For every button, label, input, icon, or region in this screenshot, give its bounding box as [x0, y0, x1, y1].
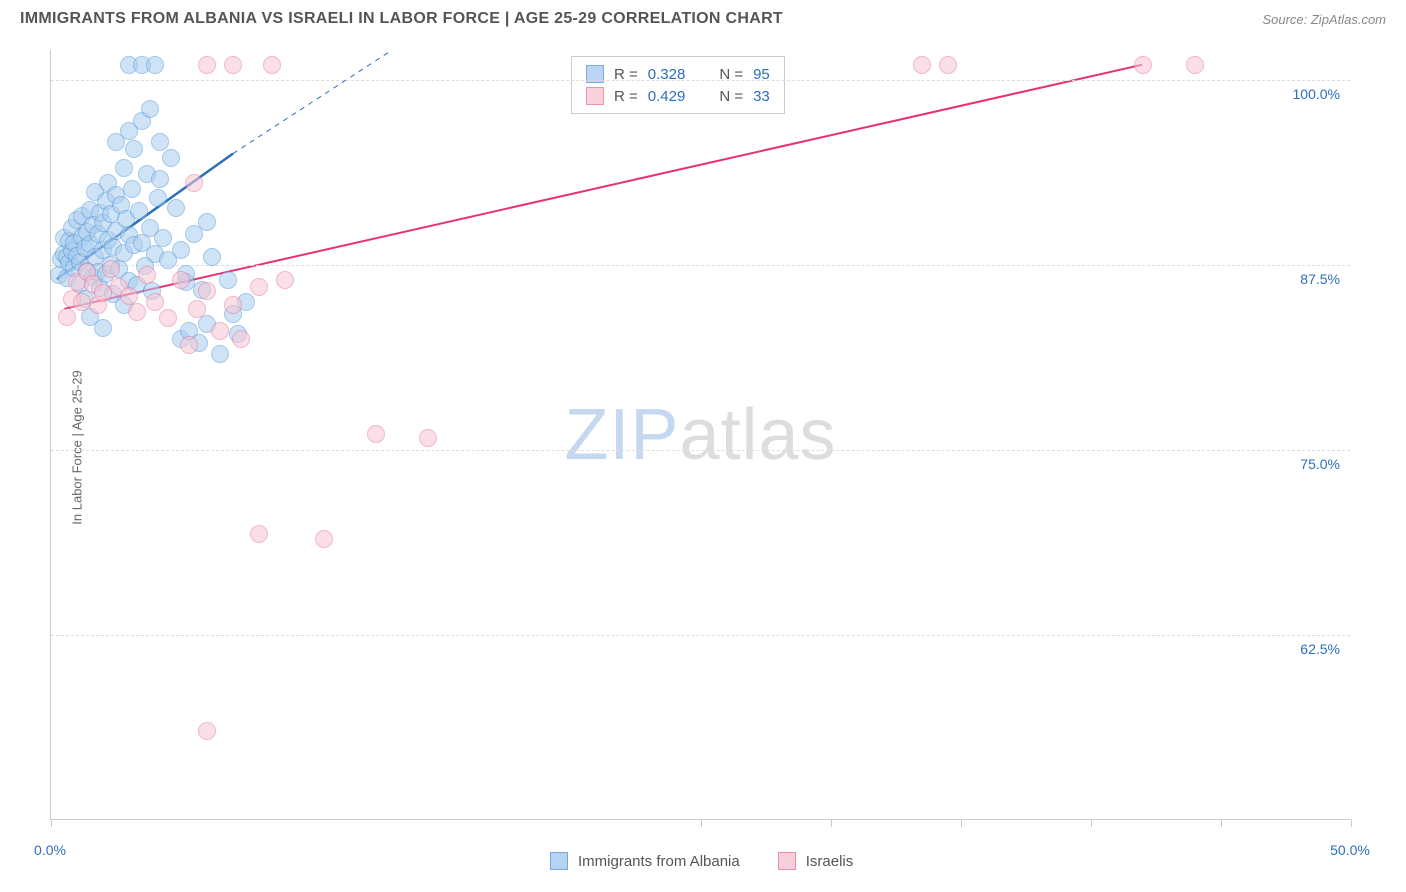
plot-area: ZIPatlas R = 0.328N = 95R = 0.429N = 33 …	[50, 50, 1350, 820]
x-tick-label: 0.0%	[34, 842, 66, 858]
data-point	[211, 345, 229, 363]
chart-header: IMMIGRANTS FROM ALBANIA VS ISRAELI IN LA…	[0, 0, 1406, 36]
data-point	[138, 266, 156, 284]
watermark-atlas: atlas	[679, 395, 836, 475]
legend-series-box: Immigrants from Albania Israelis	[550, 852, 881, 870]
data-point	[224, 296, 242, 314]
data-point	[141, 100, 159, 118]
data-point	[219, 271, 237, 289]
chart-source: Source: ZipAtlas.com	[1262, 12, 1386, 27]
y-tick-label: 62.5%	[1300, 641, 1340, 657]
legend-n-label: N =	[719, 88, 743, 105]
data-point	[419, 429, 437, 447]
chart-title: IMMIGRANTS FROM ALBANIA VS ISRAELI IN LA…	[20, 10, 783, 28]
data-point	[159, 309, 177, 327]
x-tick-mark	[1221, 819, 1222, 827]
data-point	[154, 229, 172, 247]
data-point	[180, 336, 198, 354]
legend-r-value: 0.429	[648, 88, 686, 105]
x-tick-mark	[1351, 819, 1352, 827]
data-point	[120, 287, 138, 305]
data-point	[198, 282, 216, 300]
y-tick-label: 100.0%	[1293, 86, 1340, 102]
gridline-h	[51, 80, 1350, 81]
x-tick-mark	[831, 819, 832, 827]
data-point	[263, 56, 281, 74]
watermark: ZIPatlas	[564, 394, 836, 476]
legend-swatch	[550, 852, 568, 870]
x-tick-mark	[701, 819, 702, 827]
legend-n-value: 33	[753, 88, 770, 105]
data-point	[149, 189, 167, 207]
legend-stats-box: R = 0.328N = 95 R = 0.429 N = 33	[571, 56, 785, 114]
data-point	[198, 722, 216, 740]
trend-line-dash	[233, 50, 415, 154]
data-point	[315, 530, 333, 548]
gridline-h	[51, 635, 1350, 636]
data-point	[172, 271, 190, 289]
data-point	[232, 330, 250, 348]
watermark-zip: ZIP	[564, 395, 679, 475]
data-point	[115, 159, 133, 177]
x-tick-mark	[961, 819, 962, 827]
data-point	[120, 122, 138, 140]
data-point	[128, 303, 146, 321]
data-point	[130, 202, 148, 220]
x-tick-label: 50.0%	[1330, 842, 1370, 858]
trend-lines-svg	[51, 50, 1350, 819]
data-point	[250, 525, 268, 543]
gridline-h	[51, 265, 1350, 266]
data-point	[102, 260, 120, 278]
data-point	[94, 319, 112, 337]
data-point	[151, 170, 169, 188]
data-point	[367, 425, 385, 443]
data-point	[146, 56, 164, 74]
data-point	[185, 174, 203, 192]
data-point	[211, 322, 229, 340]
y-tick-label: 87.5%	[1300, 271, 1340, 287]
data-point	[146, 293, 164, 311]
legend-swatch	[586, 87, 604, 105]
data-point	[188, 300, 206, 318]
data-point	[198, 213, 216, 231]
data-point	[125, 140, 143, 158]
data-point	[203, 248, 221, 266]
data-point	[250, 278, 268, 296]
data-point	[151, 133, 169, 151]
data-point	[162, 149, 180, 167]
data-point	[939, 56, 957, 74]
data-point	[276, 271, 294, 289]
x-tick-mark	[51, 819, 52, 827]
legend-stat-row: R = 0.328N = 95	[586, 63, 770, 85]
data-point	[1134, 56, 1152, 74]
legend-r-label: R =	[614, 88, 638, 105]
data-point	[167, 199, 185, 217]
data-point	[172, 241, 190, 259]
chart-container: In Labor Force | Age 25-29 ZIPatlas R = …	[10, 40, 1396, 880]
data-point	[198, 56, 216, 74]
legend-series-label: Israelis	[806, 853, 854, 870]
legend-swatch	[778, 852, 796, 870]
data-point	[913, 56, 931, 74]
data-point	[58, 308, 76, 326]
legend-series-label: Immigrants from Albania	[578, 853, 740, 870]
legend-stat-row: R = 0.429 N = 33	[586, 85, 770, 107]
gridline-h	[51, 450, 1350, 451]
data-point	[224, 56, 242, 74]
y-tick-label: 75.0%	[1300, 456, 1340, 472]
data-point	[1186, 56, 1204, 74]
data-point	[123, 180, 141, 198]
x-tick-mark	[1091, 819, 1092, 827]
